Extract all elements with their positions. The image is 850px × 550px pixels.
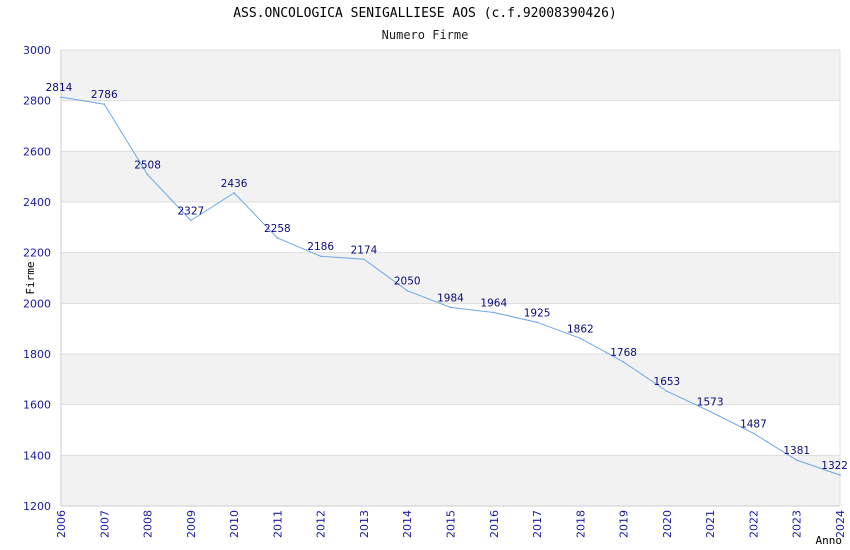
x-tick-label: 2006 [55, 510, 68, 538]
y-tick-label: 1600 [23, 399, 51, 412]
data-label: 2814 [46, 82, 73, 94]
y-tick-label: 1200 [23, 500, 51, 513]
data-label: 2436 [221, 178, 248, 190]
data-label: 2186 [307, 241, 334, 253]
x-tick-label: 2012 [315, 510, 328, 538]
x-tick-label: 2023 [791, 510, 804, 538]
data-point [60, 96, 62, 98]
data-label: 1925 [524, 307, 551, 319]
data-label: 1381 [783, 445, 810, 457]
x-tick-label: 2018 [574, 510, 587, 538]
x-tick-label: 2013 [358, 510, 371, 538]
x-tick-label: 2017 [531, 510, 544, 538]
x-tick-label: 2011 [271, 510, 284, 538]
data-point [276, 237, 279, 239]
data-label: 1862 [567, 323, 594, 335]
chart-title: ASS.ONCOLOGICA SENIGALLIESE AOS (c.f.920… [233, 6, 617, 21]
data-point [190, 219, 192, 222]
y-tick-label: 2800 [23, 95, 51, 108]
data-label: 2050 [394, 276, 421, 288]
data-point [103, 103, 106, 106]
data-label: 1573 [697, 397, 724, 409]
data-point [752, 432, 755, 435]
data-point [839, 474, 841, 476]
x-tick-label: 2007 [98, 510, 111, 538]
x-tick-label: 2014 [401, 510, 414, 538]
grid-band [61, 354, 840, 405]
data-label: 2786 [91, 89, 118, 101]
y-tick-label: 1400 [23, 449, 51, 462]
y-tick-label: 2200 [23, 247, 51, 260]
grid-band [61, 252, 840, 304]
grid-band [61, 455, 840, 506]
data-point [406, 289, 409, 292]
data-point [319, 255, 322, 258]
x-tick-label: 2008 [142, 510, 155, 538]
chart-subtitle: Numero Firme [381, 28, 469, 42]
data-label: 1964 [480, 297, 507, 309]
data-label: 1322 [821, 460, 848, 472]
data-point [449, 306, 452, 309]
y-tick-label: 1800 [23, 348, 51, 361]
data-point [233, 192, 235, 194]
y-tick-label: 2400 [23, 196, 51, 209]
data-label: 1653 [654, 376, 681, 388]
data-point [709, 410, 711, 413]
data-point [363, 258, 365, 261]
x-tick-label: 2016 [488, 510, 501, 538]
x-axis-label: Anno [816, 534, 843, 547]
grid-band [61, 151, 840, 202]
data-point [146, 173, 149, 176]
y-tick-label: 2000 [23, 297, 51, 310]
data-point [579, 337, 582, 340]
data-point [666, 390, 668, 393]
x-tick-label: 2022 [747, 510, 760, 538]
x-tick-label: 2009 [185, 510, 198, 538]
y-tick-label: 2600 [23, 145, 51, 158]
data-point [795, 459, 798, 461]
x-tick-label: 2015 [445, 510, 458, 538]
data-point [622, 361, 625, 363]
data-label: 2174 [351, 244, 378, 256]
data-label: 2327 [177, 205, 204, 217]
x-tick-label: 2010 [228, 510, 241, 538]
data-label: 2508 [134, 160, 161, 172]
y-axis-label: Firme [24, 261, 37, 294]
grid-band [61, 50, 840, 101]
data-point [492, 311, 495, 314]
x-tick-label: 2019 [618, 510, 631, 538]
x-tick-label: 2020 [661, 510, 674, 538]
data-point [536, 321, 538, 324]
data-label: 1984 [437, 292, 464, 304]
y-tick-label: 3000 [23, 44, 51, 57]
data-label: 1768 [610, 347, 637, 359]
x-tick-label: 2024 [834, 510, 847, 538]
x-tick-label: 2021 [704, 510, 717, 538]
data-label: 1487 [740, 418, 767, 430]
data-label: 2258 [264, 223, 291, 235]
